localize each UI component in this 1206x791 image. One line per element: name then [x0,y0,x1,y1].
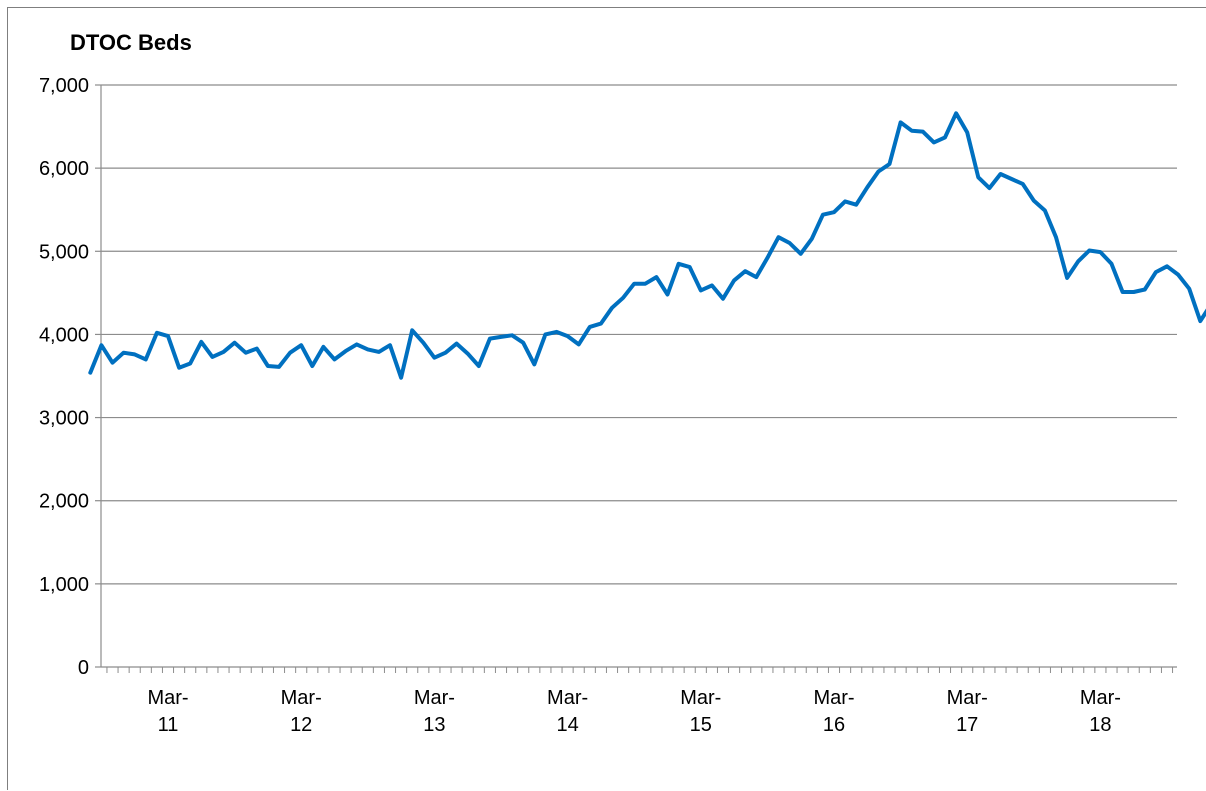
y-tick-label: 5,000 [39,241,89,263]
chart-title: DTOC Beds [70,30,192,55]
x-tick-label: 15 [690,714,712,736]
chart-area: DTOC Beds 0 1,000 2,000 3,000 4,000 5,000 6,00… [7,7,1206,790]
x-tick-label: Mar- [680,687,721,709]
x-tick-label: Mar- [547,687,588,709]
y-tick-label: 1,000 [39,574,89,596]
x-tick-label: 13 [423,714,445,736]
series-layer [88,111,1206,380]
y-tick-label: 0 [78,657,89,679]
y-tick-label: 3,000 [39,408,89,430]
x-tick-label: Mar- [813,687,854,709]
x-tick-label: 18 [1089,714,1111,736]
x-tick-label: Mar- [147,687,188,709]
line-chart: DTOC Beds 0 1,000 2,000 3,000 4,000 5,000 6,00… [39,30,1206,736]
y-tick-label: 6,000 [39,158,89,180]
x-tick-label: 11 [158,714,179,736]
x-axis: Mar- 11 Mar- 12 Mar- 13 Mar- 14 Mar- 15 Mar- 16 Mar-… [101,666,1177,736]
series-line [88,111,1206,380]
y-tick-label: 4,000 [39,324,89,346]
x-tick-label: 17 [956,714,978,736]
gridlines [101,84,1177,585]
x-tick-label: Mar- [281,687,322,709]
x-tick-label: 12 [290,714,312,736]
y-tick-label: 2,000 [39,491,89,513]
y-tick-label: 7,000 [39,75,89,97]
x-tick-label: Mar- [414,687,455,709]
y-axis: 0 1,000 2,000 3,000 4,000 5,000 6,000 7,000 [39,75,102,679]
x-tick-label: 16 [823,714,845,736]
x-tick-label: Mar- [947,687,988,709]
x-tick-label: Mar- [1080,687,1121,709]
x-tick-label: 14 [556,714,578,736]
